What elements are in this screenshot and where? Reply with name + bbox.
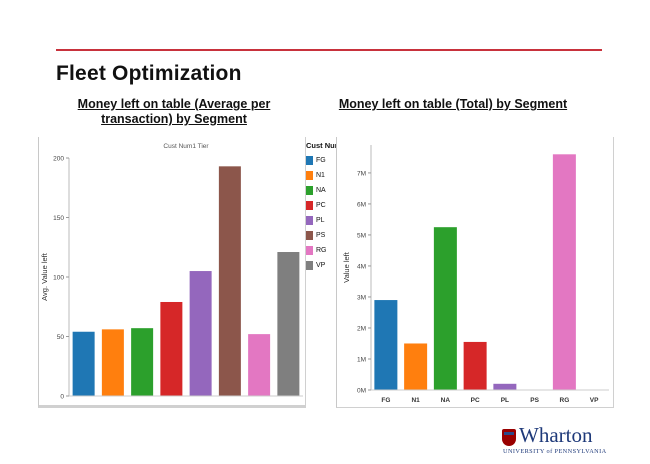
legend-swatch (306, 261, 313, 270)
x-tick-label: NA (441, 397, 451, 404)
x-tick-label: PC (471, 397, 480, 404)
y-tick-label: 100 (53, 275, 64, 282)
bar-pl (493, 383, 517, 390)
legend-label: RG (316, 247, 327, 254)
bar-fg (374, 300, 398, 390)
right-chart-subtitle: Money left on table (Total) by Segment (338, 97, 568, 111)
avg-value-chart: Cust Num1 Tier Avg. Value left 0 50 100 150 20… (40, 143, 303, 401)
legend-swatch (306, 201, 313, 210)
bar-pc (463, 341, 487, 390)
legend-swatch (306, 171, 313, 180)
y-tick-label: 7M (357, 170, 366, 177)
bar-rg (552, 154, 576, 390)
bar-ps (218, 166, 241, 396)
y-tick-label: 0M (357, 388, 366, 395)
left-chart-subtitle: Money left on table (Average per transac… (77, 97, 271, 126)
x-tick-label: PS (530, 397, 539, 404)
y-tick-label: 1M (357, 356, 366, 363)
y-tick-label: 6M (357, 201, 366, 208)
wharton-logo: Wharton UNIVERSITY of PENNSYLVANIA (502, 423, 607, 458)
bar-n1 (101, 329, 124, 396)
legend-swatch (306, 246, 313, 255)
y-tick-label: 200 (53, 156, 64, 163)
legend-label: PC (316, 202, 326, 209)
header-rule (56, 49, 602, 51)
y-axis-label: Avg. Value left (40, 252, 49, 301)
legend-swatch (306, 216, 313, 225)
legend-label: PL (316, 217, 325, 224)
legend-label: FG (316, 157, 326, 164)
y-tick-label: 5M (357, 232, 366, 239)
legend-swatch (306, 156, 313, 165)
chart-title: Cust Num1 Tier (163, 143, 209, 150)
legend-label: PS (316, 232, 326, 239)
penn-shield-icon (502, 429, 516, 446)
y-tick-label: 4M (357, 263, 366, 270)
bar-vp (277, 252, 300, 396)
avg-value-chart-panel: Cust Num1 Tier Avg. Value left 0 50 100 150 20… (38, 137, 306, 408)
y-tick-label: 2M (357, 325, 366, 332)
y-tick-label: 150 (53, 215, 64, 222)
legend-swatch (306, 186, 313, 195)
legend-item: FG (306, 153, 366, 168)
legend-item: PC (306, 198, 366, 213)
x-tick-label: RG (560, 397, 570, 404)
legend-label: N1 (316, 172, 325, 179)
total-value-chart: Value left 0M 1M 2M 3M 4M 5M 6M 7M FG N1 NA PC PL PS RG… (342, 145, 609, 404)
legend-title: Cust Num1 (306, 141, 346, 150)
bar-na (433, 227, 457, 390)
y-tick-label: 3M (357, 294, 366, 301)
bar-na (131, 328, 154, 396)
logo-wordmark: Wharton (519, 423, 593, 447)
legend-item: VP (306, 258, 366, 273)
page-title: Fleet Optimization (56, 62, 242, 85)
y-tick-label: 0 (60, 394, 64, 401)
bar-n1 (404, 343, 428, 390)
chart-legend: Cust Num1 FG N1 NA PC PL PS RG VP (306, 141, 366, 273)
legend-label: VP (316, 262, 326, 269)
total-value-chart-panel: Value left 0M 1M 2M 3M 4M 5M 6M 7M FG N1 NA PC PL PS RG… (336, 137, 614, 408)
legend-item: N1 (306, 168, 366, 183)
x-tick-label: VP (590, 397, 599, 404)
logo-university: UNIVERSITY of PENNSYLVANIA (503, 448, 607, 455)
y-tick-label: 50 (57, 334, 65, 341)
legend-item: PL (306, 213, 366, 228)
legend-label: NA (316, 187, 326, 194)
legend-item: PS (306, 228, 366, 243)
y-axis-label: Value left (342, 251, 351, 283)
legend-item: NA (306, 183, 366, 198)
legend-swatch (306, 231, 313, 240)
bar-rg (248, 334, 271, 396)
bar-pc (160, 301, 183, 396)
bar-fg (72, 331, 95, 396)
x-tick-label: PL (501, 397, 509, 404)
bar-pl (189, 271, 212, 396)
legend-item: RG (306, 243, 366, 258)
x-tick-label: N1 (411, 397, 420, 404)
x-tick-label: FG (381, 397, 390, 404)
